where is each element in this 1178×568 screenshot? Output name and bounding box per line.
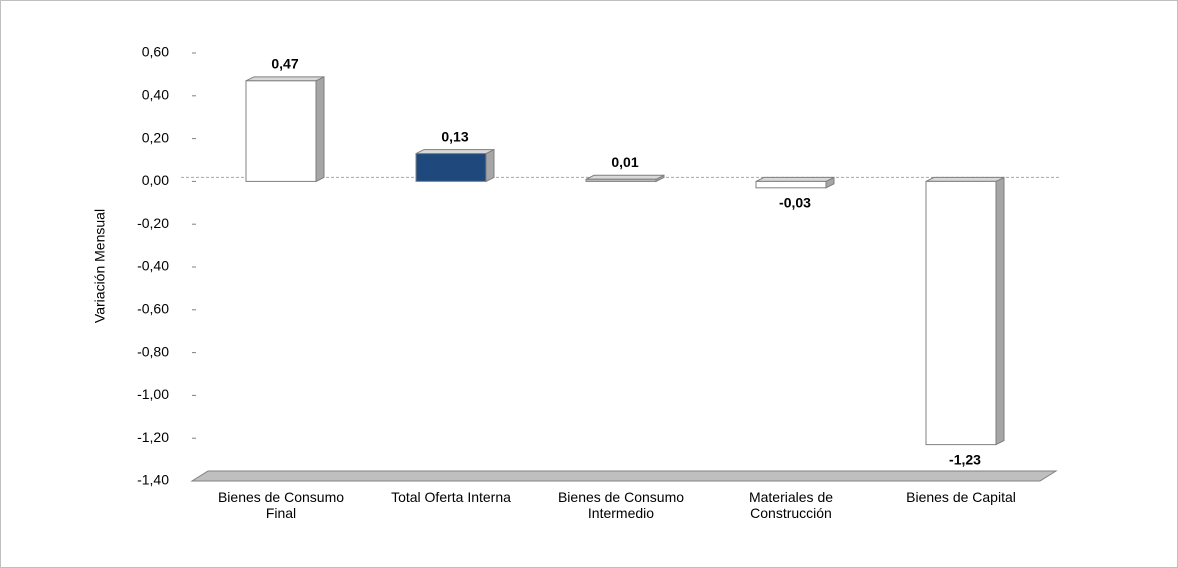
x-tick-label: Bienes de Consumo Final [217,489,345,521]
value-label: -1,23 [949,451,981,467]
value-label: 0,01 [611,154,638,170]
x-tick-label: Materiales de Construcción [748,489,834,521]
bar-top [925,176,1005,182]
y-tick-label: 0,00 [142,172,169,188]
bar [415,153,487,182]
floor [190,470,1058,482]
bar-top [755,176,835,182]
x-tick-label: Bienes de Consumo Intermedio [557,489,685,521]
y-tick-label: -0,60 [137,301,169,317]
bar [245,80,317,182]
bar-side [485,148,495,183]
bar-side [995,176,1005,446]
y-tick-label: -1,00 [137,386,169,402]
y-tick-label: -1,20 [137,429,169,445]
value-label: -0,03 [779,195,811,211]
y-tick-label: 0,60 [142,44,169,60]
y-tick-label: 0,40 [142,87,169,103]
y-tick-label: -1,40 [137,472,169,488]
bar [755,180,827,189]
bar [585,178,657,182]
x-tick-label: Bienes de Capital [906,489,1016,505]
value-label: 0,47 [271,56,298,72]
bar-top [415,149,495,155]
y-tick-label: 0,20 [142,129,169,145]
y-tick-label: -0,40 [137,258,169,274]
y-tick-label: -0,20 [137,215,169,231]
x-tick-label: Total Oferta Interna [391,489,511,505]
y-tick-label: -0,80 [137,343,169,359]
value-label: 0,13 [441,128,468,144]
bar-side [315,76,325,183]
bar-top [585,174,665,180]
bar-top [245,76,325,82]
y-axis-label: Variación Mensual [92,209,108,323]
bar [925,180,997,446]
